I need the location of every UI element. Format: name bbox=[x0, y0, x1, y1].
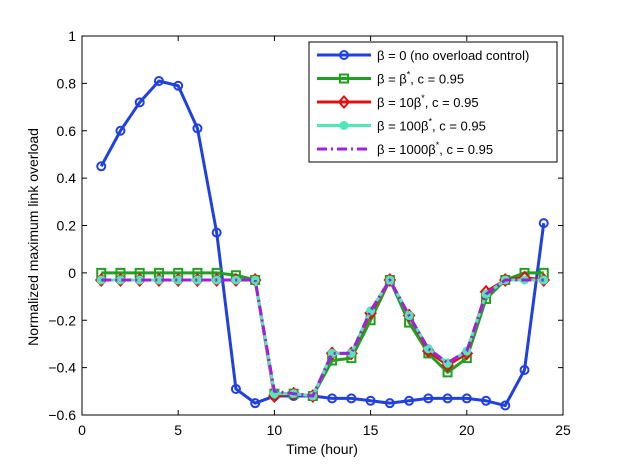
legend-marker bbox=[339, 73, 349, 84]
legend-entry: β = 100β*, c = 0.95 bbox=[317, 117, 486, 134]
data-point bbox=[192, 275, 202, 285]
x-tick-label: 25 bbox=[555, 422, 571, 438]
x-axis-ticks: 0 5 10 15 20 25 bbox=[78, 36, 571, 438]
legend-marker bbox=[339, 50, 349, 60]
x-axis-title: Time (hour) bbox=[286, 441, 358, 457]
data-point bbox=[115, 125, 126, 136]
data-point bbox=[538, 218, 549, 229]
data-point bbox=[153, 76, 164, 87]
series-layer bbox=[94, 76, 551, 411]
y-axis-ticks: −0.6 −0.4 −0.2 0 0.2 0.4 0.6 0.8 1 bbox=[48, 28, 563, 423]
data-point bbox=[346, 393, 357, 404]
series-line bbox=[101, 278, 544, 398]
y-tick-label: −0.6 bbox=[48, 407, 76, 423]
x-tick-label: 15 bbox=[363, 422, 379, 438]
y-tick-label: 0.4 bbox=[57, 170, 77, 186]
legend-label: β = 1000β*, c = 0.95 bbox=[377, 140, 493, 157]
data-point bbox=[404, 395, 415, 406]
legend: β = 0 (no overload control) β = β*, c = 0… bbox=[308, 41, 558, 163]
legend-marker bbox=[337, 95, 351, 109]
legend-entry: β = 0 (no overload control) bbox=[317, 48, 529, 63]
legend-label: β = β*, c = 0.95 bbox=[377, 70, 464, 87]
data-point bbox=[327, 393, 338, 404]
data-point bbox=[442, 393, 453, 404]
legend-label: β = 100β*, c = 0.95 bbox=[377, 117, 486, 134]
legend-entry: β = 10β*, c = 0.95 bbox=[317, 93, 479, 110]
y-tick-label: −0.2 bbox=[48, 312, 76, 328]
data-point bbox=[481, 395, 492, 406]
data-point bbox=[423, 344, 433, 354]
data-point bbox=[519, 364, 530, 375]
y-tick-label: 0.2 bbox=[57, 218, 77, 234]
x-tick-label: 0 bbox=[78, 422, 86, 438]
data-point bbox=[500, 400, 511, 411]
legend-label: β = 0 (no overload control) bbox=[377, 48, 529, 63]
data-point bbox=[211, 227, 222, 238]
y-tick-label: −0.4 bbox=[48, 360, 76, 376]
x-tick-label: 20 bbox=[459, 422, 475, 438]
legend-label: β = 10β*, c = 0.95 bbox=[377, 93, 479, 110]
data-point bbox=[250, 275, 260, 285]
y-tick-label: 0.6 bbox=[57, 123, 77, 139]
data-point bbox=[96, 161, 107, 172]
series-5 bbox=[101, 278, 544, 398]
data-point bbox=[192, 123, 203, 134]
data-point bbox=[365, 395, 376, 406]
data-point bbox=[250, 398, 261, 409]
data-point bbox=[442, 367, 453, 378]
y-tick-label: 0 bbox=[68, 265, 76, 281]
x-tick-label: 5 bbox=[174, 422, 182, 438]
legend-marker bbox=[339, 121, 349, 130]
data-point bbox=[384, 398, 395, 409]
data-point bbox=[423, 393, 434, 404]
data-point bbox=[134, 97, 145, 108]
y-tick-label: 0.8 bbox=[57, 75, 77, 91]
data-point bbox=[173, 80, 184, 91]
x-tick-label: 10 bbox=[267, 422, 283, 438]
legend-entry: β = 1000β*, c = 0.95 bbox=[317, 140, 493, 157]
y-tick-label: 1 bbox=[68, 28, 76, 44]
y-axis-title: Normalized maximum link overload bbox=[25, 128, 41, 346]
data-point bbox=[461, 393, 472, 404]
data-point bbox=[230, 383, 241, 394]
legend-entry: β = β*, c = 0.95 bbox=[317, 70, 464, 87]
